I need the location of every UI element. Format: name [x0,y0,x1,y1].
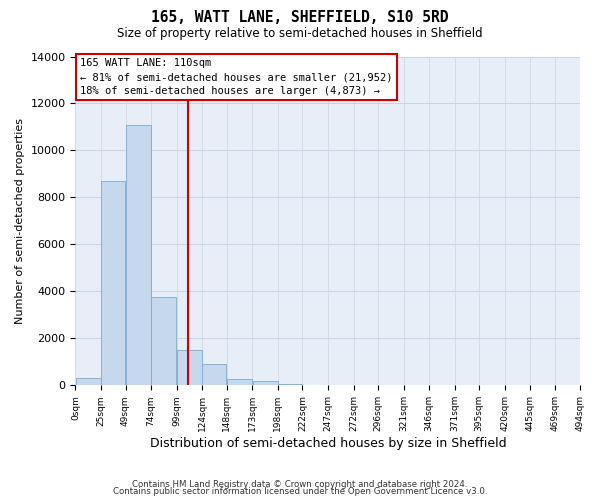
Bar [253,382,278,386]
Bar [151,298,176,386]
Bar [101,181,125,386]
Bar [302,384,328,386]
Bar [76,378,101,386]
Bar [202,364,226,386]
Text: Contains HM Land Registry data © Crown copyright and database right 2024.: Contains HM Land Registry data © Crown c… [132,480,468,489]
Bar [177,350,202,386]
Text: 165 WATT LANE: 110sqm
← 81% of semi-detached houses are smaller (21,952)
18% of : 165 WATT LANE: 110sqm ← 81% of semi-deta… [80,58,393,96]
X-axis label: Distribution of semi-detached houses by size in Sheffield: Distribution of semi-detached houses by … [149,437,506,450]
Bar [227,379,252,386]
Text: 165, WATT LANE, SHEFFIELD, S10 5RD: 165, WATT LANE, SHEFFIELD, S10 5RD [151,10,449,25]
Text: Contains public sector information licensed under the Open Government Licence v3: Contains public sector information licen… [113,488,487,496]
Y-axis label: Number of semi-detached properties: Number of semi-detached properties [15,118,25,324]
Bar [126,124,151,386]
Text: Size of property relative to semi-detached houses in Sheffield: Size of property relative to semi-detach… [117,28,483,40]
Bar [278,384,302,386]
